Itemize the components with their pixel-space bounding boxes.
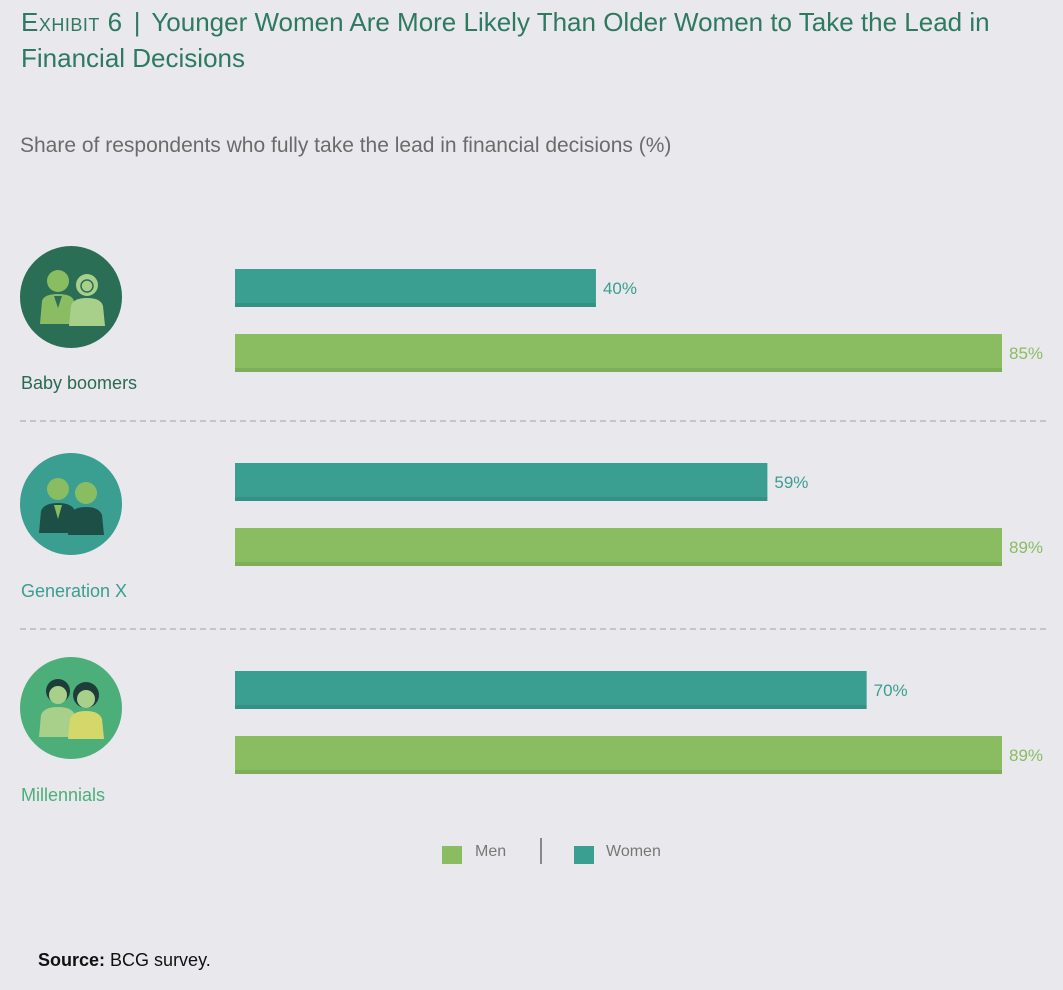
chart-subtitle: Share of respondents who fully take the … [20,134,672,157]
bar-women-1 [235,463,768,501]
group-label-genx: Generation X [21,581,128,601]
legend-label-men: Men [475,843,507,860]
genx-couple-icon [20,453,122,555]
group-divider [20,420,1046,422]
legend-swatch-women [574,846,594,864]
source-text: BCG survey. [110,950,211,970]
data-label-women-0: 40% [603,279,637,298]
data-label-men-2: 89% [1009,746,1043,765]
bar-men-1 [235,528,1002,566]
bar-shadow [235,497,768,501]
bar-shadow [235,368,1002,372]
legend-separator [540,838,542,864]
data-label-women-1: 59% [774,473,808,492]
data-label-women-2: 70% [874,681,908,700]
bar-shadow [235,770,1002,774]
bar-men-0 [235,334,1002,372]
bar-shadow [235,705,867,709]
bar-men-2 [235,736,1002,774]
source-note: Source: BCG survey. [38,950,211,971]
data-label-men-0: 85% [1009,344,1043,363]
data-label-men-1: 89% [1009,538,1043,557]
bar-women-2 [235,671,867,709]
group-divider [20,628,1046,630]
bar-shadow [235,303,596,307]
bar-shadow [235,562,1002,566]
chart-title: Exhibit 6 | Younger Women Are More Likel… [21,4,1041,76]
title-text: Younger Women Are More Likely Than Older… [21,7,990,73]
title-separator: | [133,7,141,37]
source-label: Source: [38,950,106,970]
boomers-couple-icon [20,246,122,348]
bar-women-0 [235,269,596,307]
exhibit-number: Exhibit 6 [21,7,123,37]
millennials-couple-icon [20,657,122,759]
group-label-boomers: Baby boomers [21,373,138,393]
legend-swatch-men [442,846,462,864]
group-label-millennials: Millennials [21,785,106,805]
legend-label-women: Women [606,843,661,860]
